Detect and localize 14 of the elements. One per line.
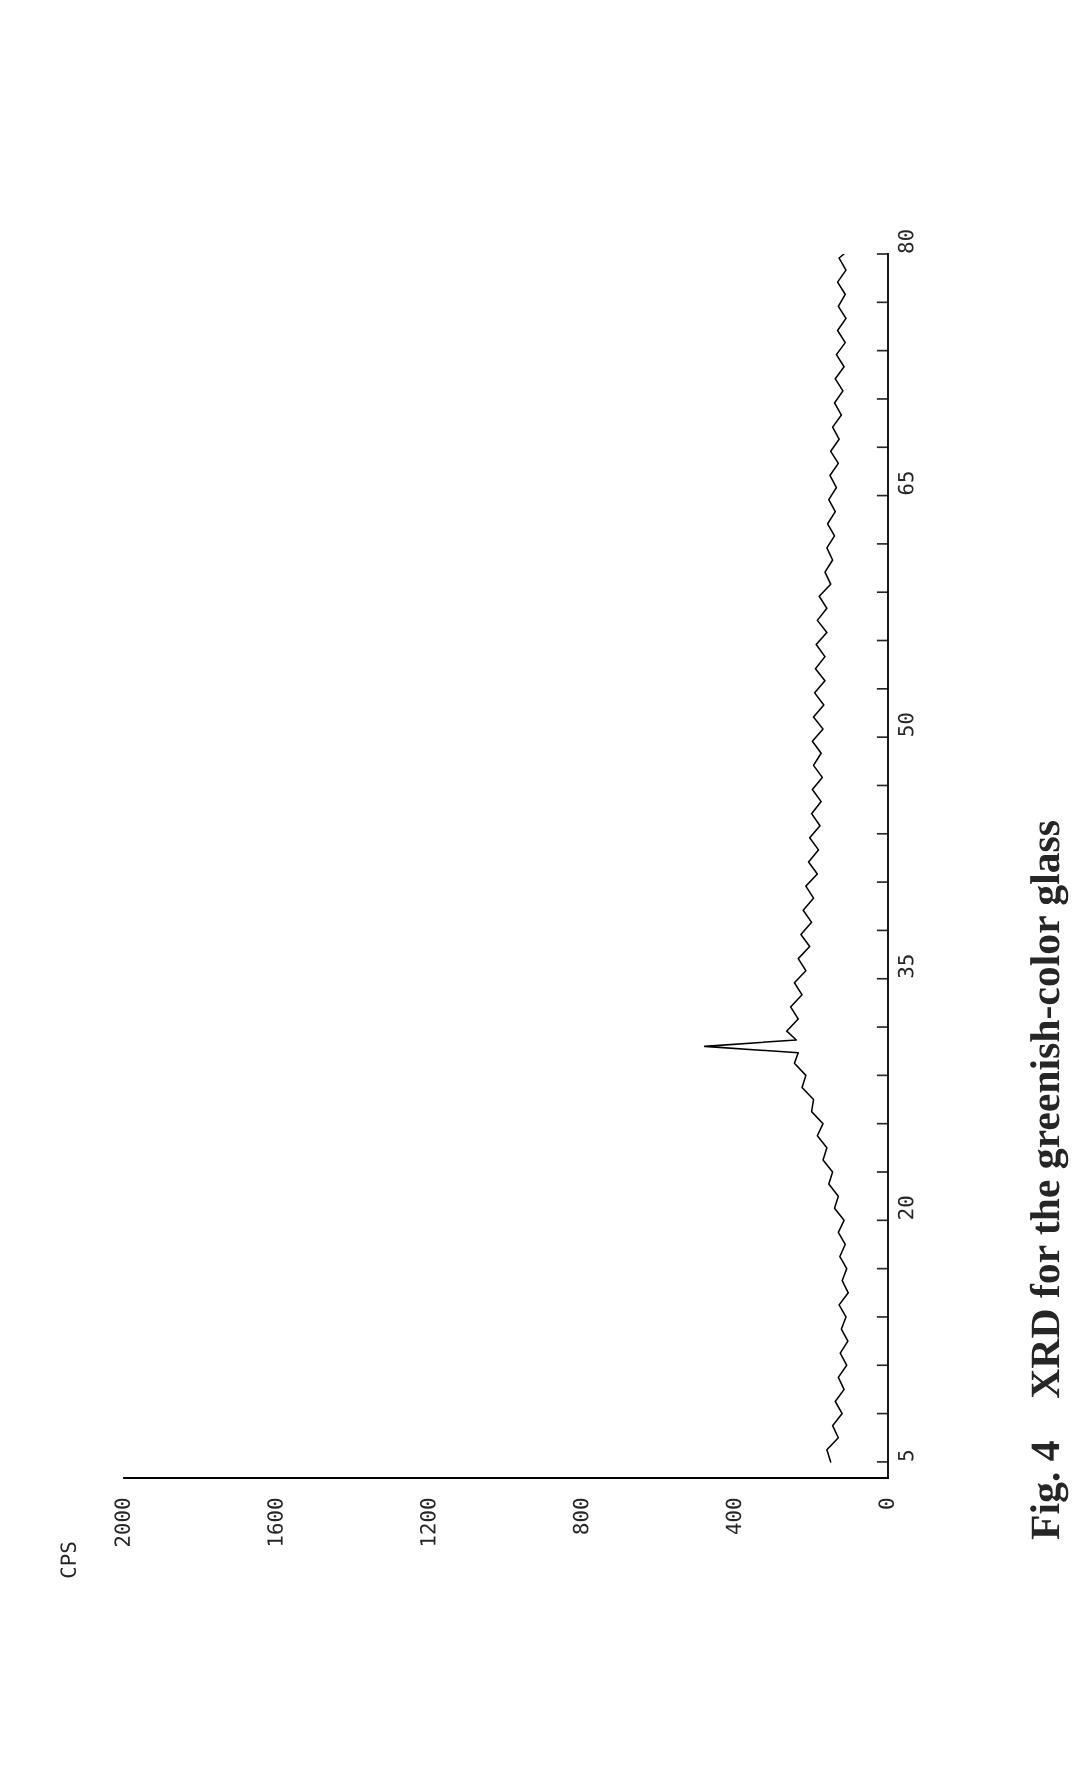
text: Fig. 4 XRD for the greenish-color glass [1029,821,1069,1540]
y-tick-label: 20 [897,1196,914,1219]
y-tick-label: 50 [897,713,914,736]
x-tick-label: 0 [878,1498,895,1509]
text: CPS [60,1542,77,1578]
y-tick-label: 35 [897,955,914,978]
x-tick-label: 2000 [114,1498,131,1547]
x-tick-label: 800 [572,1498,589,1534]
y-tick-label: 65 [897,472,914,495]
x-tick-label: 1600 [267,1498,283,1546]
y-tick-label: 5 [898,1451,914,1461]
x-tick-label: 1200 [419,1498,436,1546]
y-tick-label: 80 [897,230,914,253]
x-tick-label: 400 [725,1498,742,1535]
